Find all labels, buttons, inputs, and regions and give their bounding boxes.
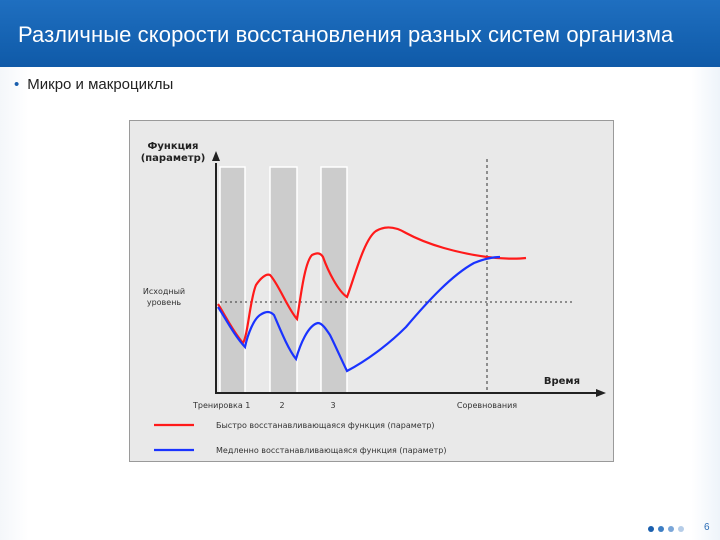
slow-recovery-curve bbox=[217, 255, 501, 373]
phase-label-2: 2 bbox=[279, 401, 284, 410]
y-axis-label-1: Функция bbox=[148, 141, 199, 152]
y-axis-arrow bbox=[212, 151, 220, 161]
slide-header: Различные скорости восстановления разных… bbox=[0, 0, 720, 67]
legend-fast-label: Быстро восстанавливающаяся функция (пара… bbox=[216, 421, 435, 430]
bullet-item: • Микро и макроциклы bbox=[14, 76, 173, 93]
baseline-label-2: уровень bbox=[147, 298, 182, 307]
phase-label-competition: Соревнования bbox=[457, 401, 517, 410]
phase-label-training-1: Тренировка 1 bbox=[192, 401, 250, 410]
baseline-label-1: Исходный bbox=[143, 287, 185, 296]
fast-recovery-curve bbox=[217, 226, 527, 345]
slide-title: Различные скорости восстановления разных… bbox=[18, 22, 674, 47]
y-axis-label-2: (параметр) bbox=[141, 153, 206, 164]
training-bar-1 bbox=[219, 166, 246, 394]
bullet-text: Микро и макроциклы bbox=[27, 76, 174, 93]
bullet-dot-icon: • bbox=[14, 76, 20, 93]
x-axis-arrow bbox=[596, 389, 606, 397]
pager-dot bbox=[648, 526, 654, 532]
phase-label-3: 3 bbox=[330, 401, 335, 410]
legend-slow-label: Медленно восстанавливающаяся функция (па… bbox=[216, 446, 446, 455]
pager-dot bbox=[668, 526, 674, 532]
recovery-diagram: Функция (параметр) Исходный уровень Врем… bbox=[129, 120, 614, 462]
pager-dot bbox=[658, 526, 664, 532]
page-number: 6 bbox=[704, 522, 710, 533]
pager-dot bbox=[678, 526, 684, 532]
x-axis-label: Время bbox=[544, 376, 580, 387]
diagram-canvas: Функция (параметр) Исходный уровень Врем… bbox=[141, 141, 606, 455]
